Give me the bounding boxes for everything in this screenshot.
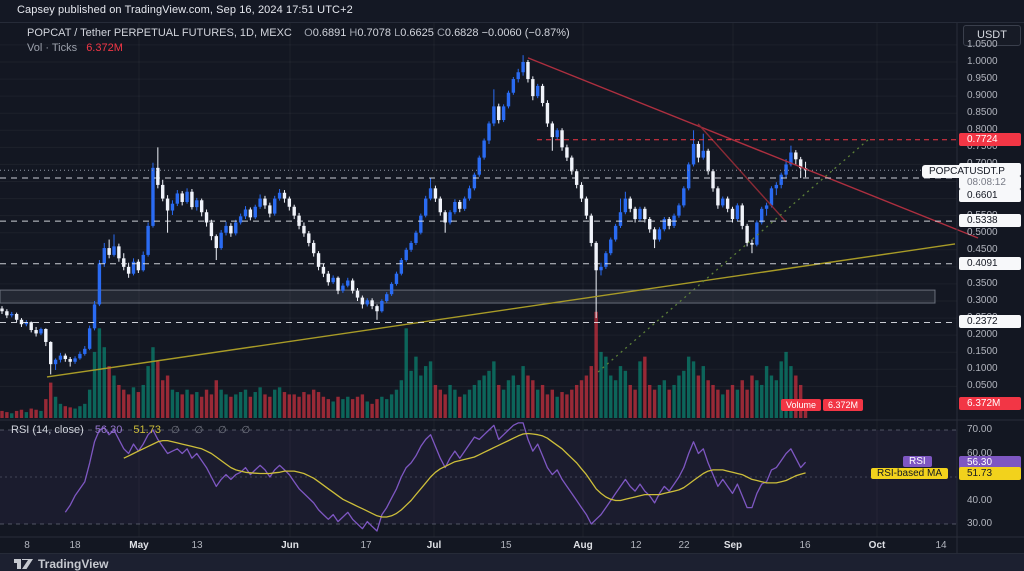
price-tick: 0.1500 xyxy=(967,346,998,358)
volume-chip-label: Volume xyxy=(781,399,822,411)
price-tick: 1.0000 xyxy=(967,56,998,67)
close-value: 0.6828 xyxy=(444,27,479,39)
volume-legend-value: 6.372M xyxy=(86,42,123,54)
tradingview-logo-icon[interactable] xyxy=(14,558,34,570)
low-value: 0.6625 xyxy=(400,27,434,39)
level-badge-0-5338: 0.5338 xyxy=(959,214,1021,228)
rsi-legend[interactable]: RSI (14, close) 56.30 51.73 ∅ ∅ ∅ ∅ xyxy=(11,424,256,436)
price-tick: 0.3500 xyxy=(967,277,998,289)
rsi-ma-value: 51.73 xyxy=(133,424,161,436)
rsi-tick: 40.00 xyxy=(967,494,993,506)
symbol-price-label-pill[interactable]: POPCATUSDT.P xyxy=(922,165,1012,178)
time-tick: 14 xyxy=(935,540,947,551)
price-tick: 0.9000 xyxy=(967,90,998,102)
symbol-legend[interactable]: POPCAT / Tether PERPETUAL FUTURES, 1D, M… xyxy=(27,27,570,39)
price-tick: 0.3000 xyxy=(967,295,998,306)
time-tick: 8 xyxy=(24,540,30,551)
rsi-tick: 60.00 xyxy=(967,447,993,459)
price-tick: 0.1000 xyxy=(967,363,998,375)
high-value: 0.7078 xyxy=(357,27,392,39)
level-badge-0-4091: 0.4091 xyxy=(959,256,1021,270)
level-badge-0-2372: 0.2372 xyxy=(959,315,1021,329)
time-tick: 12 xyxy=(630,540,642,551)
volume-pane-chip: Volume 6.372M xyxy=(781,399,865,411)
time-tick: Jun xyxy=(281,540,299,551)
volume-chip-value: 6.372M xyxy=(823,399,864,411)
volume-axis-badge: 6.372M xyxy=(959,397,1021,410)
high-label: H xyxy=(349,27,358,39)
volume-legend-label: Vol · Ticks xyxy=(27,42,78,54)
price-tick: 0.2000 xyxy=(967,329,998,341)
time-tick: 18 xyxy=(69,540,81,551)
time-tick: Oct xyxy=(868,540,886,551)
close-label: C xyxy=(436,27,445,39)
price-tick: 1.0500 xyxy=(967,38,998,50)
time-tick: 13 xyxy=(191,540,203,551)
rsi-value: 56.30 xyxy=(94,424,123,436)
change-value: −0.0060 (−0.87%) xyxy=(481,27,570,39)
time-tick: Sep xyxy=(723,540,743,551)
time-tick: 22 xyxy=(678,540,690,551)
price-tick: 0.7500 xyxy=(967,141,998,153)
level-badge-0-6601: 0.6601 xyxy=(959,189,1021,203)
time-tick: Aug xyxy=(573,540,593,551)
currency-toggle-button[interactable]: USDT xyxy=(963,25,1021,46)
tradingview-brand-text[interactable]: TradingView xyxy=(38,557,109,571)
rsi-legend-icons[interactable]: ∅ ∅ ∅ ∅ xyxy=(171,425,257,436)
price-tick: 0.4500 xyxy=(967,243,998,255)
time-tick: 15 xyxy=(500,540,512,551)
price-tick: 0.8000 xyxy=(967,124,998,136)
low-label: L xyxy=(394,27,401,39)
rsi-tick: 70.00 xyxy=(967,424,993,435)
rsi-title[interactable]: RSI (14, close) xyxy=(11,424,84,436)
countdown-badge: 08:08:12 xyxy=(959,176,1021,190)
rsi-axis-badge: 56.30 xyxy=(959,456,1021,470)
price-tick: 0.0500 xyxy=(967,380,998,392)
rsi-tick: 30.00 xyxy=(967,518,993,529)
rsi-ma-axis-pill: RSI-based MA xyxy=(871,468,949,479)
price-tick: 0.9500 xyxy=(967,73,998,85)
volume-legend[interactable]: Vol · Ticks 6.372M xyxy=(27,42,123,54)
time-tick: Jul xyxy=(426,540,442,551)
publish-text: Capsey published on TradingView.com, Sep… xyxy=(17,4,353,16)
alert-price-badge: 0.7724 xyxy=(959,132,1021,146)
time-tick: May xyxy=(129,540,149,551)
time-tick: 16 xyxy=(799,540,811,551)
price-tick: 0.8500 xyxy=(967,107,998,119)
time-tick: 17 xyxy=(360,540,372,551)
publish-header-bar: Capsey published on TradingView.com, Sep… xyxy=(0,0,1024,23)
open-value: 0.6891 xyxy=(312,27,347,39)
symbol-title[interactable]: POPCAT / Tether PERPETUAL FUTURES, 1D, M… xyxy=(27,27,292,39)
rsi-axis-pill: RSI xyxy=(903,456,932,467)
price-tick: 0.5000 xyxy=(967,226,998,238)
footer-bar: TradingView xyxy=(0,553,1024,571)
rsi-ma-axis-badge: 51.73 xyxy=(959,466,1021,480)
open-label: O xyxy=(304,27,313,39)
